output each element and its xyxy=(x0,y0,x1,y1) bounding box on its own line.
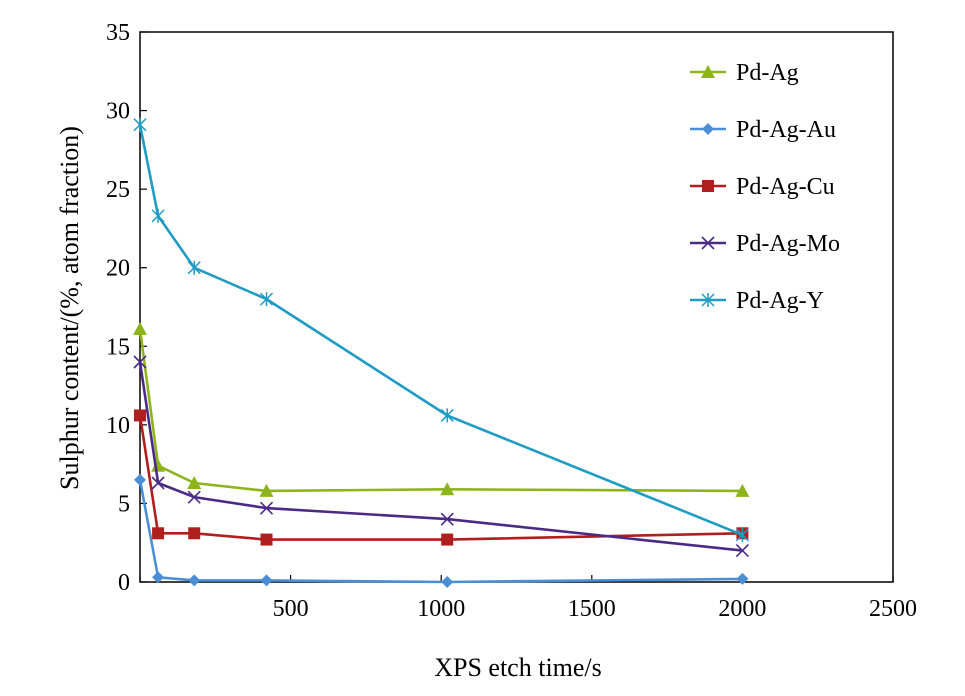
data-point xyxy=(151,476,165,490)
legend-item: Pd-Ag-Mo xyxy=(690,231,840,257)
series-pd-ag xyxy=(133,322,750,497)
data-point xyxy=(152,571,165,584)
series-line xyxy=(138,124,743,537)
legend-label: Pd-Ag xyxy=(736,60,799,86)
data-point xyxy=(133,322,147,335)
series-line xyxy=(138,361,743,552)
legend-label: Pd-Ag-Y xyxy=(736,288,824,314)
series-line xyxy=(138,479,743,584)
data-point xyxy=(134,409,146,422)
data-point xyxy=(188,574,201,587)
legend-marker xyxy=(701,65,715,78)
data-point xyxy=(187,260,201,275)
y-tick-label: 10 xyxy=(106,413,130,439)
series-pd-ag-y xyxy=(133,117,749,542)
y-tick-label: 35 xyxy=(106,20,130,46)
series-pd-ag-cu xyxy=(134,409,749,546)
legend-marker xyxy=(702,123,714,135)
series-layer xyxy=(133,117,750,588)
legend-marker xyxy=(701,236,715,250)
x-tick-label: 1000 xyxy=(417,596,465,622)
x-tick-label: 500 xyxy=(273,596,309,622)
y-tick-label: 0 xyxy=(118,570,130,596)
legend-item: Pd-Ag-Y xyxy=(690,288,824,314)
series-pd-ag-mo xyxy=(133,355,749,558)
legend-item: Pd-Ag-Au xyxy=(690,117,836,143)
data-point xyxy=(187,490,201,504)
x-axis-ticks: 500 1000 1500 2000 2500 xyxy=(139,575,917,622)
series-line xyxy=(138,328,743,493)
x-tick-label: 2500 xyxy=(869,596,917,622)
data-point xyxy=(134,473,146,486)
data-point xyxy=(259,292,274,307)
y-axis-title: Sulphur content/(%, atom fraction) xyxy=(55,126,84,490)
series-line xyxy=(138,415,743,541)
data-point xyxy=(151,458,166,472)
data-point xyxy=(735,527,749,542)
data-point xyxy=(441,533,454,546)
y-tick-label: 15 xyxy=(106,334,130,360)
data-point xyxy=(187,476,202,489)
legend: Pd-Ag Pd-Ag-Au Pd-Ag-Cu Pd-Ag-Mo Pd-Ag-Y xyxy=(690,60,840,314)
legend-marker xyxy=(702,180,714,192)
legend-marker xyxy=(701,293,715,307)
data-point xyxy=(259,501,274,515)
y-tick-label: 20 xyxy=(106,256,130,282)
legend-label: Pd-Ag-Mo xyxy=(736,231,840,257)
data-point xyxy=(440,408,454,423)
legend-label: Pd-Ag-Cu xyxy=(736,174,835,200)
x-tick-label: 2000 xyxy=(718,596,766,622)
data-point xyxy=(735,483,750,497)
data-point xyxy=(440,482,455,496)
data-point xyxy=(260,574,273,587)
data-point xyxy=(736,572,749,585)
series-pd-ag-au xyxy=(134,473,749,588)
y-tick-label: 5 xyxy=(118,491,130,517)
data-point xyxy=(441,576,454,588)
y-tick-label: 25 xyxy=(106,177,130,203)
y-axis-ticks: 0 5 10 15 20 25 30 35 xyxy=(106,20,147,596)
data-point xyxy=(152,527,165,540)
data-point xyxy=(259,483,274,497)
x-axis-title: XPS etch time/s xyxy=(434,653,602,682)
legend-item: Pd-Ag-Cu xyxy=(690,174,835,200)
data-point xyxy=(735,544,749,558)
legend-label: Pd-Ag-Au xyxy=(736,117,836,143)
data-point xyxy=(188,527,201,540)
data-point xyxy=(133,117,147,132)
data-point xyxy=(260,533,273,546)
y-tick-label: 30 xyxy=(106,99,130,125)
data-point xyxy=(133,355,147,369)
x-tick-label: 1500 xyxy=(568,596,616,622)
data-point xyxy=(440,512,454,526)
legend-item: Pd-Ag xyxy=(690,60,799,86)
data-point xyxy=(151,208,165,223)
